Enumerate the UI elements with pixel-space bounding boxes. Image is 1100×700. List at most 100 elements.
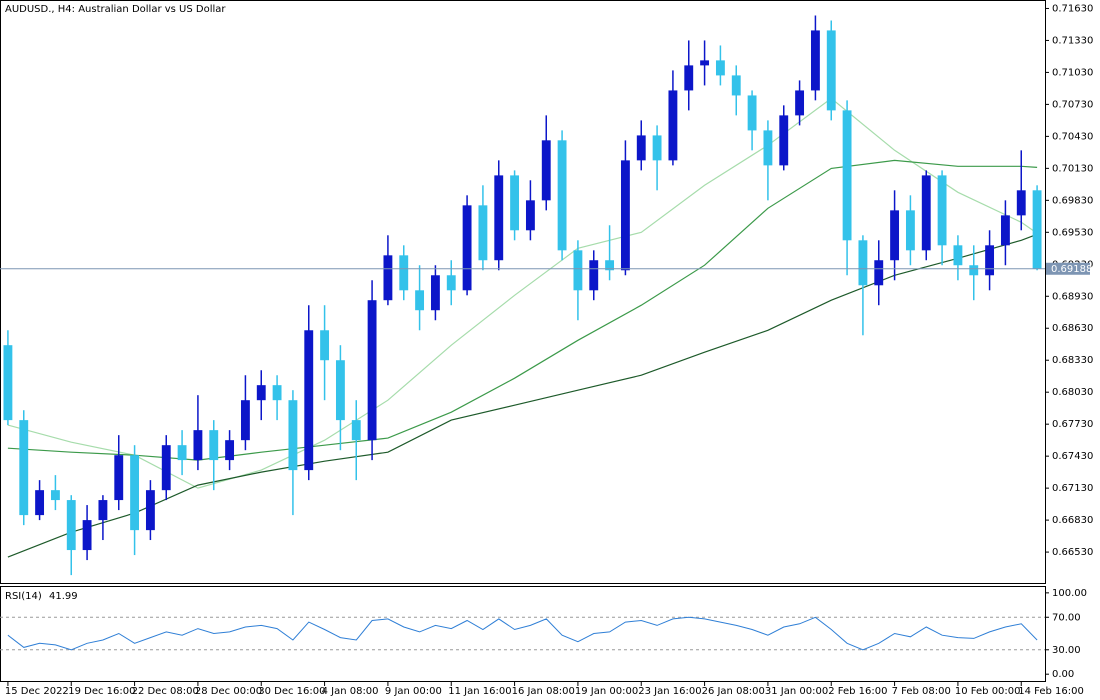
candle-body (209, 430, 219, 461)
candle-body (66, 500, 76, 551)
candle-body (225, 440, 235, 461)
candle-body (795, 90, 805, 116)
candle-body (462, 205, 472, 291)
candle-body (145, 490, 155, 531)
y-tick-label: 0.68930 (1052, 291, 1093, 302)
x-tick-label: 19 Dec 16:00 (68, 686, 135, 697)
y-tick-label: 0.71630 (1052, 3, 1093, 14)
candle-body (50, 490, 60, 501)
candle-body (874, 260, 884, 286)
y-tick-label: 0.66830 (1052, 515, 1093, 526)
x-tick-label: 22 Dec 08:00 (132, 686, 199, 697)
x-tick-label: 14 Feb 16:00 (1018, 686, 1084, 697)
candle-body (35, 490, 45, 516)
candle-body (826, 30, 836, 111)
x-tick-label: 26 Jan 08:00 (702, 686, 765, 697)
candle-body (573, 250, 583, 291)
x-tick-label: 2 Feb 16:00 (828, 686, 887, 697)
candle-body (525, 200, 535, 231)
y-tick-label: 0.67430 (1052, 451, 1093, 462)
y-tick-label: 30.00 (1052, 645, 1081, 656)
candle-body (1016, 190, 1026, 216)
candle-body (177, 445, 187, 461)
candle-body (684, 65, 694, 91)
y-tick-label: 0.69530 (1052, 227, 1093, 238)
candle-body (114, 455, 124, 501)
candle-body (779, 115, 789, 166)
candle-body (82, 520, 92, 551)
y-tick-label: 0.67730 (1052, 419, 1093, 430)
candle-body (937, 175, 947, 246)
moving-average (7, 97, 1038, 489)
y-tick-label: 0.69830 (1052, 195, 1093, 206)
y-tick-label: 0.68630 (1052, 323, 1093, 334)
rsi-frame (0, 586, 1046, 682)
x-tick-label: 7 Feb 08:00 (892, 686, 951, 697)
candle-body (510, 175, 520, 231)
x-tick-label: 23 Jan 16:00 (638, 686, 701, 697)
y-tick-label: 0.66530 (1052, 547, 1093, 558)
x-tick-label: 15 Dec 2022 (5, 686, 69, 697)
moving-average (7, 159, 1038, 461)
x-tick-label: 31 Jan 00:00 (765, 686, 828, 697)
candle-body (130, 455, 140, 531)
candle-body (636, 135, 646, 161)
candle-body (763, 130, 773, 166)
candle-body (557, 140, 567, 251)
x-tick-label: 16 Jan 08:00 (512, 686, 575, 697)
candle-body (890, 210, 900, 261)
moving-average (7, 233, 1038, 558)
candle-body (921, 175, 931, 251)
chart-title: AUDUSD., H4: Australian Dollar vs US Dol… (5, 4, 226, 15)
candle-body (652, 135, 662, 161)
candle-body (193, 430, 203, 461)
candle-body (1032, 190, 1042, 269)
main-panel: 0.71630 0.71330 0.71030 0.70730 0.70430 0.701… (0, 3, 1093, 576)
candle-body (541, 140, 551, 201)
x-tick-label: 10 Feb 00:00 (955, 686, 1021, 697)
candle-body (272, 385, 282, 401)
candle-body (715, 60, 725, 76)
candle-body (969, 265, 979, 276)
y-tick-label: 0.70730 (1052, 99, 1093, 110)
candle-body (240, 400, 250, 441)
candle-body (605, 260, 615, 271)
y-tick-label: 0.68030 (1052, 387, 1093, 398)
y-tick-label: 0.70130 (1052, 163, 1093, 174)
y-tick-label: 70.00 (1052, 612, 1081, 623)
candle-body (905, 210, 915, 251)
candle-body (415, 290, 425, 311)
candle-body (478, 205, 488, 261)
candle-body (161, 445, 171, 491)
candle-body (668, 90, 678, 161)
candle-body (700, 60, 710, 66)
current-price-box (1046, 262, 1090, 275)
x-tick-label: 28 Dec 00:00 (195, 686, 262, 697)
candle-body (430, 275, 440, 311)
rsi-value: 41.99 (49, 591, 78, 602)
rsi-title: RSI(14) (5, 591, 42, 602)
candle-body (810, 30, 820, 91)
candle-body (399, 255, 409, 291)
y-tick-label: 0.00 (1052, 669, 1074, 680)
candle-body (367, 300, 377, 441)
candle-body (98, 500, 108, 521)
y-tick-label: 0.68330 (1052, 355, 1093, 366)
rsi-line (7, 616, 1038, 651)
candle-body (747, 95, 757, 131)
candle-body (19, 420, 29, 516)
candle-body (304, 330, 314, 471)
candle-body (985, 245, 995, 276)
rsi-panel: 100.00 70.00 30.00 0.00 (0, 588, 1087, 680)
x-tick-label: 30 Dec 16:00 (258, 686, 325, 697)
current-price-label: 0.69188 (1051, 264, 1092, 275)
candle-body (288, 400, 298, 471)
candle-body (858, 240, 868, 286)
candle-body (620, 160, 630, 271)
candle-body (953, 245, 963, 266)
x-tick-label: 9 Jan 00:00 (385, 686, 442, 697)
candle-body (494, 175, 504, 261)
candle-body (256, 385, 266, 401)
